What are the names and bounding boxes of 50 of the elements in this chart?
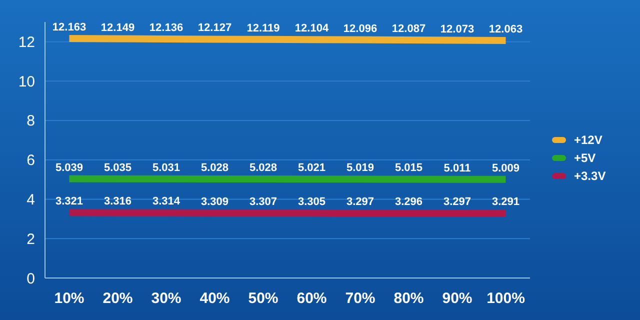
data-label: 3.314 (152, 196, 181, 208)
legend-label: +12V (574, 133, 602, 148)
data-label: 3.309 (200, 196, 229, 208)
x-tick-label: 20% (102, 290, 133, 307)
data-label: 5.009 (492, 162, 520, 174)
x-tick-label: 60% (296, 290, 327, 307)
data-label: 5.021 (298, 162, 326, 174)
x-tick-label: 40% (200, 290, 230, 307)
y-tick-label: 8 (26, 112, 35, 130)
data-label: 5.039 (55, 162, 84, 174)
data-label: 12.136 (149, 22, 184, 34)
x-tick-label: 90% (442, 290, 472, 307)
data-label: 3.296 (394, 196, 423, 208)
y-tick-label: 10 (18, 73, 35, 90)
data-label: 3.307 (249, 196, 278, 208)
data-label: 3.291 (492, 196, 520, 208)
data-label: 12.163 (52, 21, 86, 34)
x-tick-label: 10% (54, 290, 84, 307)
data-label: 5.015 (394, 162, 423, 174)
data-label: 12.096 (343, 22, 378, 35)
y-tick-label: 12 (18, 34, 35, 51)
data-label: 5.028 (200, 162, 229, 174)
data-label: 12.149 (100, 22, 135, 34)
x-tick-label: 30% (151, 290, 182, 307)
data-label: 5.035 (104, 162, 132, 174)
y-tick-label: 4 (26, 191, 35, 208)
y-tick-label: 2 (26, 230, 35, 248)
data-label: 12.127 (198, 22, 232, 34)
data-label: 5.031 (152, 162, 180, 174)
x-tick-label: 50% (248, 290, 278, 307)
data-label: 12.104 (294, 22, 330, 35)
data-label: 3.316 (104, 196, 132, 208)
data-label: 5.011 (444, 162, 471, 174)
data-label: 3.297 (443, 196, 472, 208)
data-label: 5.028 (249, 162, 278, 174)
legend-label: +5V (574, 151, 596, 166)
data-label: 12.119 (246, 22, 280, 34)
y-tick-label: 0 (26, 270, 35, 288)
data-label: 3.321 (55, 196, 84, 208)
x-tick-label: 70% (345, 290, 376, 307)
data-label: 3.297 (346, 196, 374, 208)
y-tick-label: 6 (26, 152, 35, 170)
data-label: 3.305 (298, 196, 326, 208)
x-tick-label: 80% (394, 290, 424, 307)
data-label: 12.073 (440, 23, 474, 36)
data-label: 5.019 (346, 162, 374, 174)
data-label: 12.087 (392, 22, 426, 35)
data-label: 12.063 (488, 23, 523, 36)
x-tick-label: 100% (486, 290, 525, 307)
legend-label: +3.3V (574, 169, 606, 184)
